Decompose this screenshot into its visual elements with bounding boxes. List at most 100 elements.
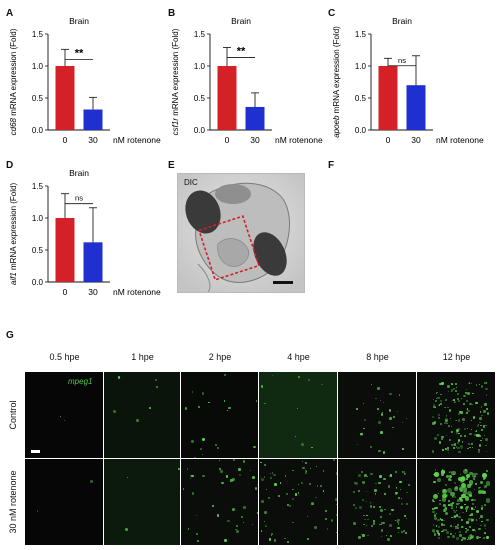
fluorescent-cell <box>433 500 436 503</box>
fluorescent-cell <box>273 539 277 542</box>
fluorescent-cell <box>259 475 261 477</box>
fluorescent-cell <box>113 410 117 414</box>
fluorescent-cell <box>440 422 443 425</box>
fluorescent-cell <box>227 519 230 523</box>
fluorescent-cell <box>367 534 369 537</box>
fluorescent-cell <box>456 525 459 528</box>
fluorescent-cell <box>469 534 472 536</box>
fluorescent-cell <box>388 475 391 478</box>
fluorescent-cell <box>462 421 464 423</box>
fluorescent-cell <box>398 496 401 500</box>
fluorescent-cell <box>445 529 447 531</box>
fluorescent-cell <box>470 535 473 539</box>
fluorescent-cell <box>361 471 364 474</box>
fluorescent-cell <box>370 473 373 476</box>
fluorescent-cell <box>468 443 470 445</box>
fluorescent-cell <box>435 506 438 509</box>
fluorescent-cell <box>441 382 444 385</box>
fluorescent-cell <box>189 477 192 480</box>
fluorescent-cell <box>460 445 464 449</box>
fluorescent-cell <box>286 492 289 495</box>
panel-letter-d: D <box>6 160 14 171</box>
fluorescent-cell <box>300 481 303 484</box>
fluorescent-cell <box>357 489 361 493</box>
panel-letter-b: B <box>168 8 176 19</box>
fluorescent-cell <box>448 390 450 392</box>
fluorescent-cell <box>444 510 446 512</box>
x-tick-label: 0 <box>225 135 230 145</box>
fluorescent-cell <box>155 385 158 388</box>
fluorescent-cell <box>202 437 205 441</box>
fluorescent-cell <box>462 511 465 514</box>
fluorescent-cell <box>451 535 455 539</box>
fluorescent-cell <box>471 513 474 516</box>
fluorescent-cell <box>461 475 466 480</box>
fluorescent-cell <box>432 450 435 453</box>
fluorescent-cell <box>486 411 490 415</box>
fluorescent-cell <box>432 499 435 502</box>
fluorescent-cell <box>465 474 470 479</box>
fluorescent-cell <box>190 440 194 443</box>
fluorescent-cell <box>364 474 367 477</box>
fluorescent-cell <box>453 443 457 446</box>
fluorescent-cell <box>324 518 328 521</box>
fluorescent-cell <box>458 516 461 519</box>
fluorescent-cell <box>437 413 441 417</box>
fluorescent-cell <box>436 477 441 482</box>
fluorescent-cell <box>455 382 458 385</box>
y-tick-label: 0.0 <box>32 126 44 135</box>
fluorescent-cell <box>454 496 457 498</box>
fluorescent-cell <box>136 419 139 422</box>
fluorescent-cell <box>336 514 337 517</box>
bar-0 <box>378 66 398 130</box>
fluorescent-cell <box>394 493 397 496</box>
fluorescent-cell <box>442 488 447 493</box>
fluorescent-cell <box>482 477 486 481</box>
fluorescent-cell <box>264 402 266 405</box>
fluorescent-cell <box>465 408 467 411</box>
fluorescent-cell <box>363 523 366 526</box>
fluorescent-cell <box>441 437 444 440</box>
fluorescent-cell <box>462 418 465 421</box>
fluorescent-cell <box>440 469 446 475</box>
fluorescent-cell <box>432 529 436 533</box>
fluorescent-cell <box>450 491 455 497</box>
fluorescent-cell <box>474 499 477 501</box>
fluorescent-cell <box>438 403 441 406</box>
fluorescent-cell <box>444 508 448 512</box>
fluorescent-cell <box>485 407 489 411</box>
fluorescent-cell <box>436 392 438 394</box>
fluorescent-cell <box>481 490 486 495</box>
fluorescent-cell <box>450 503 453 506</box>
fluorescent-cell <box>379 399 382 402</box>
fluorescent-cell <box>304 471 307 474</box>
fluorescent-cell <box>243 522 245 524</box>
fluorescent-cell <box>480 406 483 408</box>
x-tick-label: 30 <box>88 287 98 297</box>
y-axis-label: cd68 mRNA expression (Fold) <box>9 28 18 135</box>
fluorescent-cell <box>461 448 463 450</box>
fluorescent-cell <box>466 528 469 532</box>
fluorescent-cell <box>304 470 307 472</box>
fluorescent-cell <box>291 521 294 524</box>
fluorescent-cell <box>297 492 300 495</box>
fluorescent-cell <box>380 431 383 434</box>
fluorescent-cell <box>479 410 482 413</box>
fluorescent-cell <box>382 451 386 454</box>
fluorescent-cell <box>438 533 441 536</box>
fluorescent-cell <box>477 450 481 454</box>
fluorescent-cell <box>369 505 372 508</box>
fluorescent-cell <box>461 441 464 443</box>
fluorescent-cell <box>484 434 486 437</box>
fluorescent-cell <box>450 417 452 419</box>
fluorescent-cell <box>473 489 475 491</box>
y-tick-label: 0.5 <box>32 246 44 255</box>
fluorescent-cell <box>307 538 309 540</box>
dic-label: DIC <box>184 178 198 187</box>
fluorescent-cell <box>468 480 473 485</box>
fluorescent-cell <box>453 510 455 512</box>
fluorescent-cell <box>370 502 373 504</box>
fluorescent-cell <box>291 469 294 472</box>
fluorescent-cell <box>486 518 489 521</box>
fluorescent-cell <box>438 503 442 506</box>
